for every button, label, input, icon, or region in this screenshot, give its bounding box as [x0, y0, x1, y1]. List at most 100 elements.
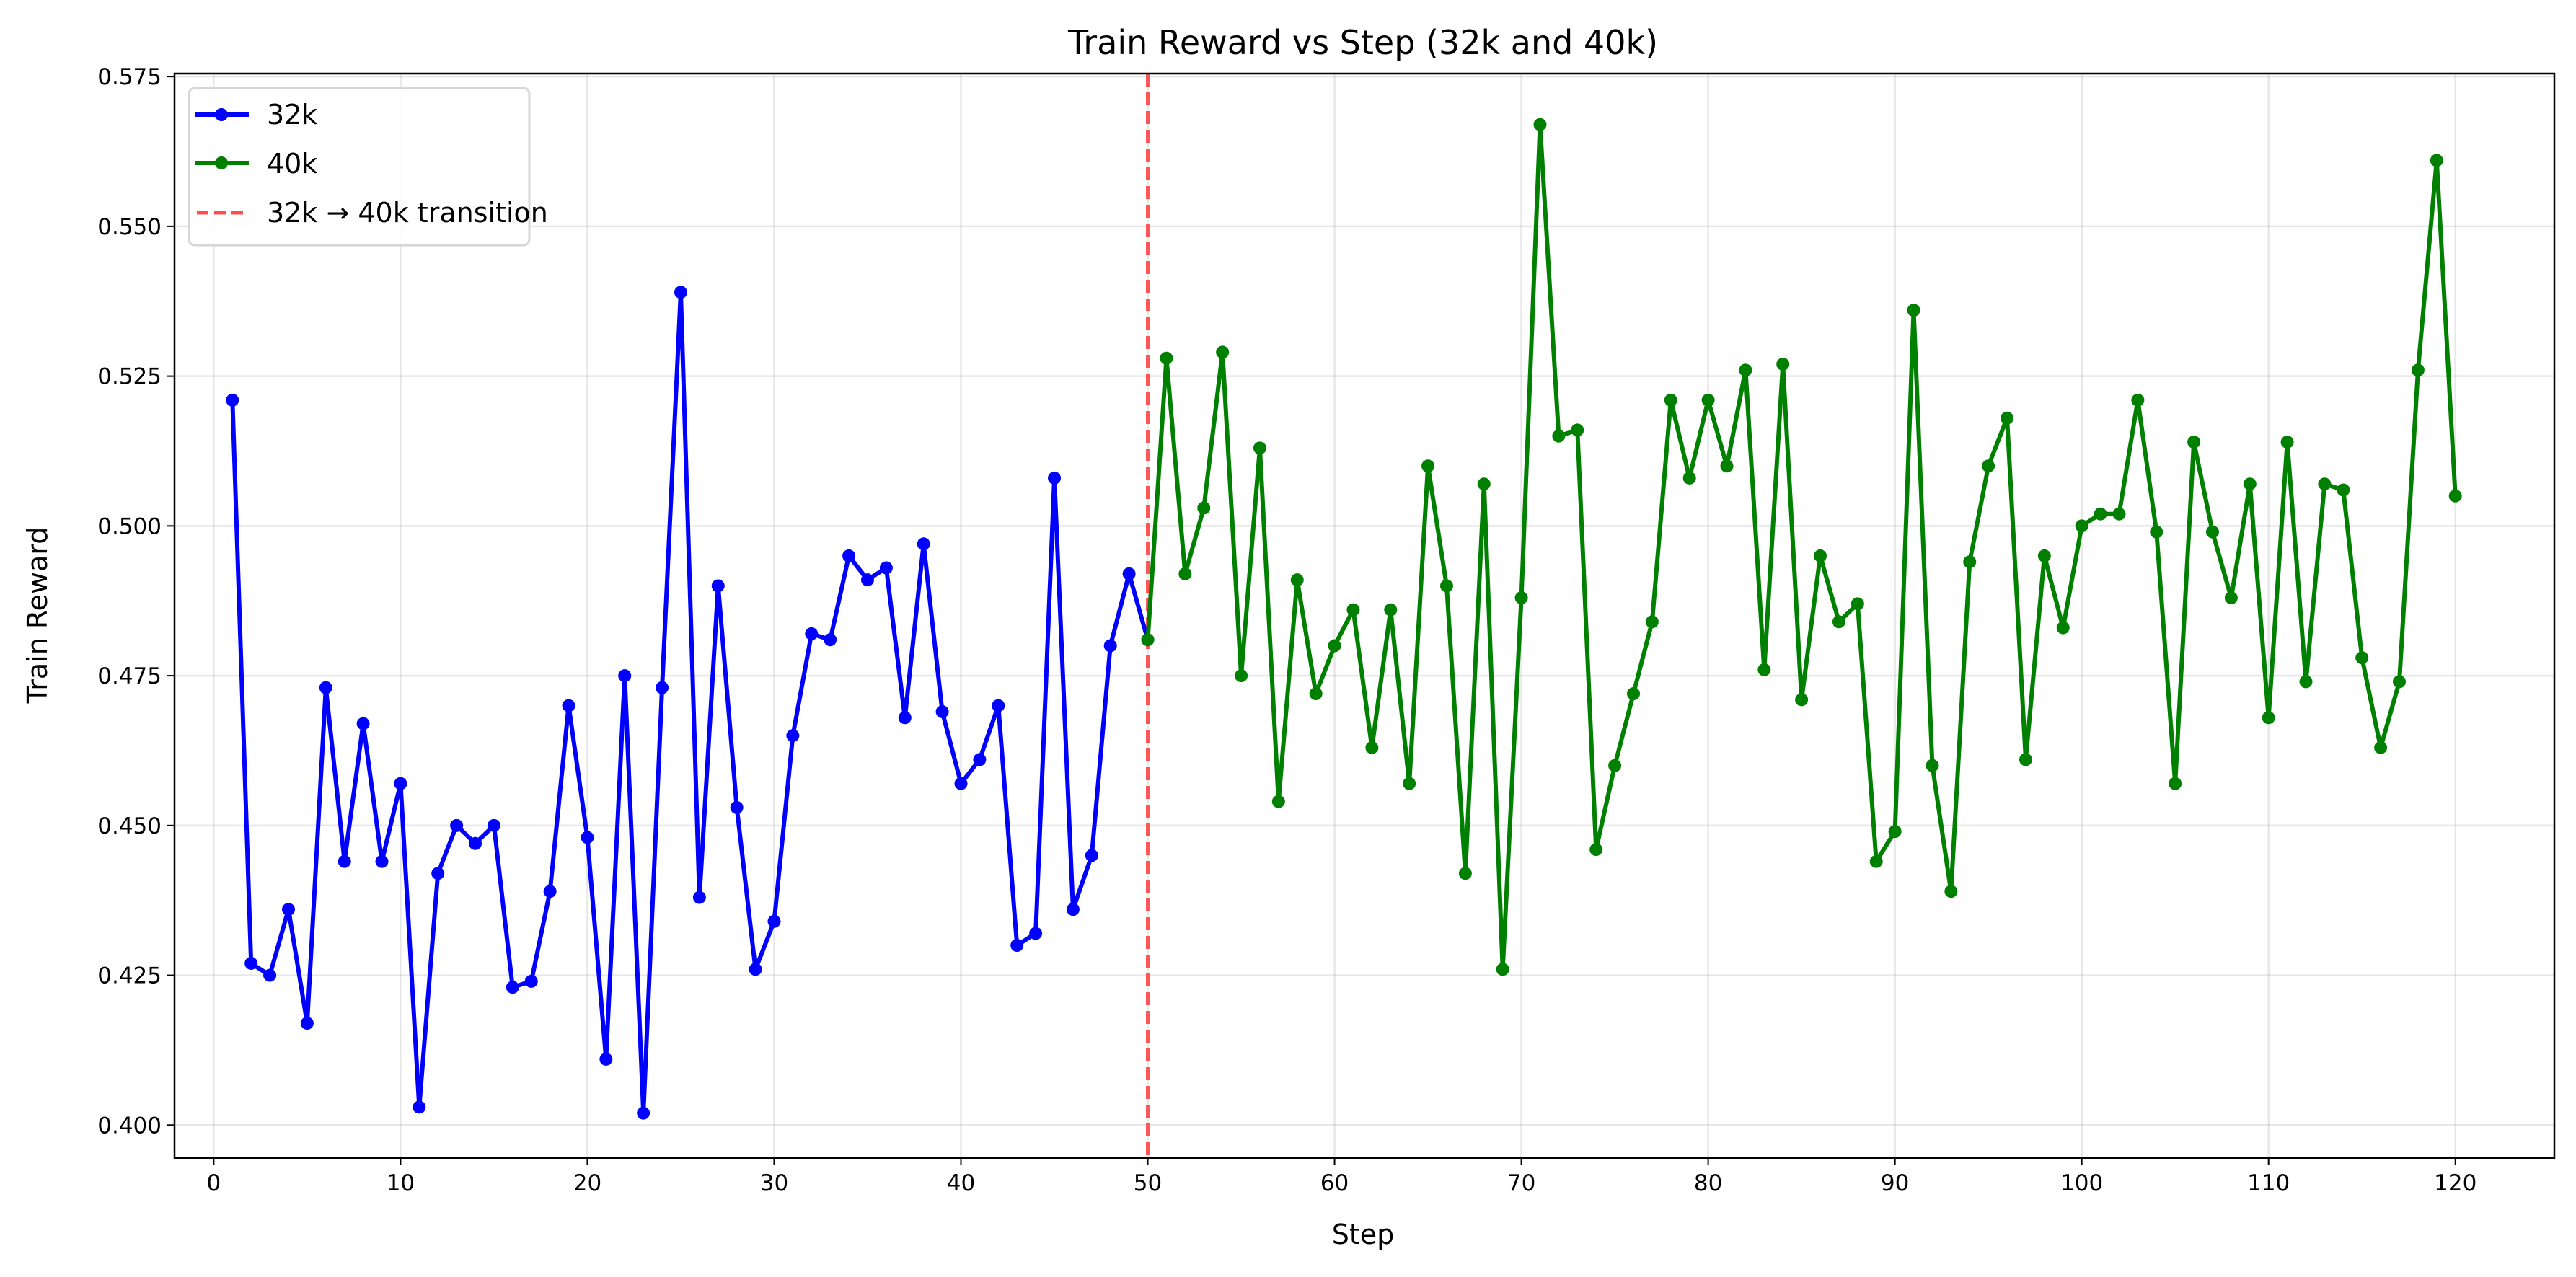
legend-box [188, 87, 531, 247]
data-point-32k [394, 777, 407, 790]
data-point-40k [1664, 393, 1677, 407]
data-point-40k [1496, 963, 1509, 976]
data-point-40k [2337, 483, 2350, 497]
legend-marker-32k [215, 108, 228, 121]
data-point-32k [749, 963, 762, 976]
data-point-32k [524, 974, 538, 988]
x-tick-label: 30 [760, 1170, 788, 1196]
y-tick-label: 0.475 [97, 663, 162, 689]
data-point-40k [2205, 525, 2219, 539]
data-point-40k [1178, 567, 1192, 580]
data-point-40k [1701, 393, 1715, 407]
data-point-40k [1533, 118, 1547, 131]
data-point-40k [2299, 675, 2313, 689]
data-point-40k [1458, 867, 1472, 880]
data-point-32k [898, 711, 912, 725]
data-point-32k [562, 699, 575, 712]
legend: 32k 40k 32k → 40k transition [188, 87, 548, 247]
data-point-40k [1982, 459, 1995, 473]
data-point-40k [1626, 687, 1640, 701]
data-point-32k [842, 549, 856, 562]
x-tick-label: 120 [2434, 1170, 2476, 1196]
data-point-32k [879, 561, 893, 575]
data-point-40k [1963, 555, 1977, 569]
data-point-40k [2150, 525, 2163, 539]
data-point-40k [2112, 507, 2126, 521]
data-point-40k [2393, 675, 2407, 689]
data-point-40k [1514, 591, 1528, 605]
data-point-32k [730, 800, 744, 814]
x-tick-label: 40 [947, 1170, 975, 1196]
data-point-40k [1365, 741, 1379, 754]
data-point-32k [674, 286, 687, 299]
data-point-40k [1160, 351, 1173, 365]
data-point-40k [1477, 477, 1491, 491]
data-point-32k [805, 627, 819, 640]
y-tick-label: 0.525 [97, 364, 162, 390]
x-tick-label: 90 [1881, 1170, 1909, 1196]
data-point-40k [1720, 459, 1734, 473]
data-point-32k [1010, 939, 1024, 953]
y-tick-label: 0.500 [97, 513, 162, 539]
x-tick-label: 80 [1694, 1170, 1722, 1196]
chart-title: Train Reward vs Step (32k and 40k) [1067, 23, 1658, 62]
data-point-40k [1645, 615, 1659, 629]
data-point-40k [2355, 651, 2369, 665]
data-point-40k [2280, 436, 2294, 449]
data-point-32k [581, 831, 594, 844]
data-point-32k [1066, 903, 1080, 916]
data-point-40k [2262, 711, 2275, 725]
series-group [226, 118, 2462, 1120]
data-point-32k [319, 681, 332, 694]
data-point-40k [1869, 854, 1883, 868]
data-point-40k [2448, 489, 2462, 503]
data-point-40k [2001, 411, 2014, 425]
data-point-32k [413, 1100, 426, 1114]
y-tick-label: 0.450 [97, 813, 162, 839]
x-tick-label: 60 [1320, 1170, 1349, 1196]
data-point-32k [1029, 927, 1043, 940]
data-point-32k [973, 753, 987, 766]
data-point-40k [1814, 549, 1827, 562]
data-point-40k [1832, 615, 1845, 629]
data-point-32k [450, 818, 464, 832]
data-point-32k [786, 729, 800, 743]
data-point-32k [506, 981, 519, 994]
legend-label-transition: 32k → 40k transition [267, 197, 548, 229]
data-point-40k [2169, 777, 2182, 790]
data-point-40k [1944, 885, 1958, 898]
data-point-40k [1571, 423, 1584, 437]
series-line-32k [230, 290, 1150, 1115]
data-point-40k [1421, 459, 1435, 473]
data-point-32k [692, 891, 706, 904]
data-point-32k [860, 573, 874, 587]
data-point-40k [1328, 639, 1341, 653]
data-point-32k [1085, 849, 1098, 862]
y-tick-label: 0.400 [97, 1113, 162, 1139]
data-point-40k [1926, 759, 1939, 772]
data-point-40k [1907, 304, 1920, 317]
data-point-40k [2019, 753, 2032, 766]
data-point-40k [1216, 345, 1230, 359]
data-point-40k [1253, 441, 1266, 455]
x-tick-label: 70 [1507, 1170, 1535, 1196]
data-point-40k [1346, 603, 1360, 617]
data-point-40k [2094, 507, 2107, 521]
data-point-32k [263, 968, 277, 982]
x-tick-label: 100 [2060, 1170, 2103, 1196]
data-point-40k [2224, 591, 2238, 605]
data-point-40k [1851, 597, 1864, 611]
data-point-40k [1589, 843, 1603, 857]
data-point-40k [1439, 579, 1453, 593]
legend-label-32k: 32k [267, 99, 317, 131]
data-point-40k [2430, 154, 2443, 167]
data-point-32k [599, 1052, 613, 1066]
data-point-40k [2131, 393, 2145, 407]
data-point-40k [1271, 795, 1285, 808]
y-tick-label: 0.550 [97, 214, 162, 240]
data-point-32k [469, 836, 482, 850]
data-point-40k [1682, 471, 1696, 485]
legend-marker-40k [215, 156, 228, 169]
data-point-32k [1048, 471, 1062, 485]
data-point-32k [543, 885, 557, 898]
